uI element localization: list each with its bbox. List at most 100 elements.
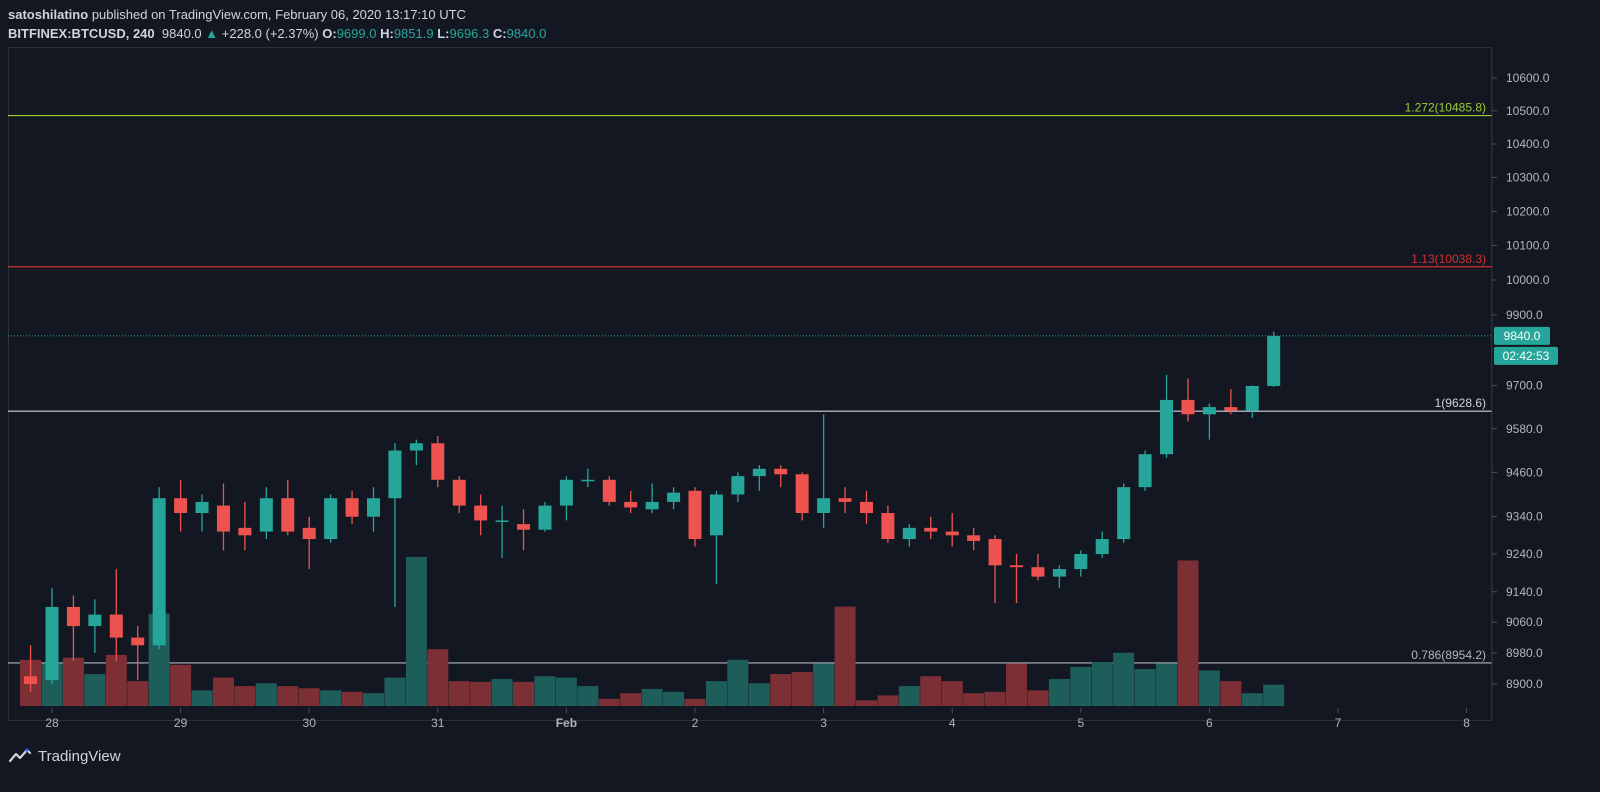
author-name[interactable]: satoshilatino: [8, 7, 89, 22]
price-chart[interactable]: 1.272(10485.8) 1.13(10038.3) 1(9628.6) 0.78…: [0, 0, 1600, 744]
candle-body: [259, 498, 273, 532]
candles: [24, 331, 1281, 692]
candle-body: [281, 498, 295, 532]
volume-bar: [1048, 679, 1070, 706]
volume-bars: [20, 556, 1285, 706]
volume-bar: [1113, 652, 1135, 706]
volume-bar: [405, 556, 427, 706]
volume-bar: [984, 691, 1006, 706]
price-tick-label: 10500.0: [1506, 104, 1550, 118]
candle-body: [817, 498, 831, 514]
volume-bar: [1006, 663, 1027, 706]
volume-bar: [298, 688, 320, 706]
candle-body: [602, 479, 616, 502]
publish-info: satoshilatino published on TradingView.c…: [8, 7, 466, 22]
fibonacci-levels: 1.272(10485.8) 1.13(10038.3) 1(9628.6) 0.78…: [8, 101, 1492, 664]
candle-body: [731, 476, 745, 495]
volume-bar: [770, 674, 792, 706]
candle-body: [1052, 569, 1066, 577]
candle-body: [924, 527, 938, 532]
symbol-name[interactable]: BITFINEX:BTCUSD, 240: [8, 26, 155, 41]
volume-bar: [855, 700, 877, 706]
candle-body: [88, 614, 102, 627]
candle-body: [752, 468, 766, 477]
price-tick-label: 8900.0: [1506, 677, 1543, 691]
candle-body: [195, 501, 209, 514]
price-tick-label: 9580.0: [1506, 422, 1543, 436]
candle-body: [1010, 565, 1023, 568]
volume-bar: [813, 663, 835, 706]
close-value: 9840.0: [506, 26, 547, 41]
volume-bar: [534, 676, 556, 706]
candle-body: [302, 527, 316, 540]
symbol-legend: BITFINEX:BTCUSD, 240 9840.0 ▲ +228.0 (+2…: [8, 26, 546, 41]
candle-body: [1117, 487, 1131, 540]
volume-bar: [834, 606, 856, 706]
volume-bar: [684, 698, 706, 706]
candle-body: [1031, 567, 1045, 577]
candle-body: [774, 468, 788, 475]
volume-bar: [920, 676, 942, 706]
candle-body: [538, 505, 552, 530]
candle-body: [1095, 539, 1109, 555]
open-label: O:: [322, 26, 337, 41]
candle-body: [238, 527, 252, 536]
volume-bar: [448, 681, 470, 706]
volume-bar: [1198, 670, 1220, 706]
time-tick-label: 6: [1206, 716, 1213, 730]
price-axis: 8900.0 8980.0 9060.0 9140.0 9240.0 9340.0 9460…: [1491, 47, 1550, 721]
volume-bar: [62, 657, 84, 706]
high-value: 9851.9: [393, 26, 434, 41]
volume-bar: [877, 695, 899, 706]
footer-brand[interactable]: TradingView: [8, 744, 121, 768]
candle-body: [345, 498, 359, 517]
volume-bar: [555, 677, 577, 706]
volume-bar: [255, 683, 277, 706]
candle-body: [495, 520, 509, 522]
time-tick-label: 31: [431, 716, 445, 730]
price-tick-label: 9460.0: [1506, 465, 1543, 479]
candle-body: [216, 505, 230, 532]
candle-body: [667, 492, 681, 502]
volume-bar: [641, 688, 663, 706]
fib-level-label: 0.786(8954.2): [1411, 648, 1486, 662]
published-text: published on TradingView.com, February 0…: [91, 7, 466, 22]
volume-bar: [963, 693, 985, 706]
candle-body: [66, 606, 80, 627]
volume-bar: [663, 691, 685, 706]
candle-body: [474, 505, 488, 521]
volume-bar: [748, 683, 770, 706]
volume-bar: [1091, 661, 1113, 706]
candle-body: [709, 494, 723, 536]
candle-body: [517, 524, 531, 530]
up-triangle-icon: ▲: [205, 26, 219, 41]
time-tick-label: 29: [174, 716, 188, 730]
volume-bar: [84, 674, 106, 706]
candle-body: [1138, 454, 1152, 488]
volume-bar: [170, 664, 192, 706]
volume-bar: [1027, 690, 1049, 706]
price-tick-label: 9240.0: [1506, 547, 1543, 561]
candle-body: [367, 498, 380, 517]
time-tick-label: 7: [1335, 716, 1342, 730]
candle-body: [1245, 385, 1259, 411]
candle-body: [1074, 554, 1088, 570]
volume-bar: [363, 693, 384, 706]
tradingview-logo-icon: [8, 748, 32, 763]
volume-bar: [191, 690, 213, 706]
candle-body: [945, 531, 959, 536]
price-tick-label: 9060.0: [1506, 615, 1543, 629]
volume-bar: [1177, 560, 1199, 706]
fib-level-label: 1.272(10485.8): [1405, 101, 1486, 115]
candle-body: [324, 498, 338, 540]
candle-body: [409, 443, 423, 451]
volume-bar: [1263, 684, 1285, 706]
time-tick-label: 3: [820, 716, 827, 730]
fib-level-label: 1(9628.6): [1435, 396, 1486, 410]
candle-body: [1202, 407, 1216, 415]
candle-body: [452, 479, 466, 506]
candle-body: [174, 498, 188, 514]
volume-bar: [1220, 681, 1242, 706]
volume-bar: [941, 681, 963, 706]
last-price-value: 9840.0: [161, 26, 202, 41]
